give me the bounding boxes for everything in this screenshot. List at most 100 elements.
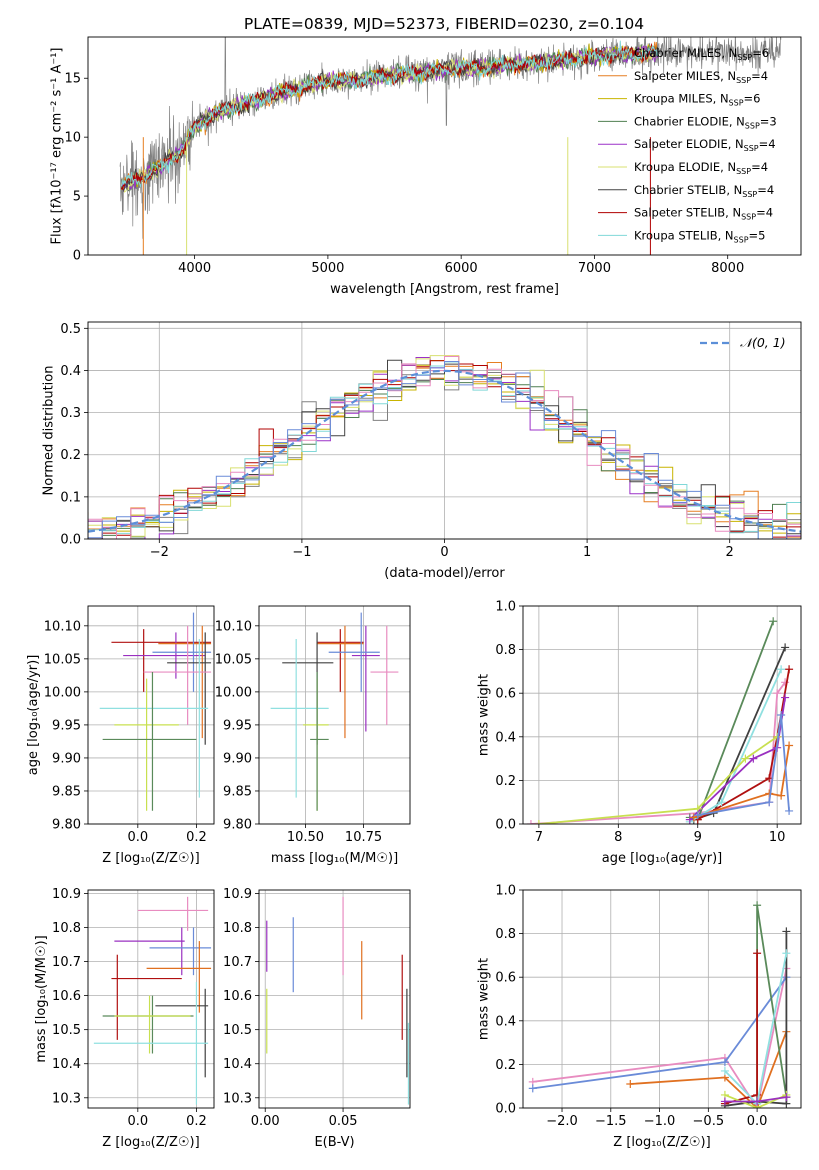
y-axis-label: mass weight [477,674,492,756]
y-tick-label: 10.9 [223,887,252,902]
y-tick-label: 10.8 [52,921,81,936]
legend-entry: Chabrier ELODIE, NSSP=3 [634,114,777,130]
x-tick-label: −2 [150,545,169,560]
y-tick-label: 10.7 [223,955,252,970]
y-tick-label: 9.95 [52,718,81,733]
y-tick-label: 10.3 [223,1091,252,1106]
weight-point-marker [785,806,794,815]
x-axis-label: Z [log₁₀(Z/Z☉)] [613,1135,710,1150]
y-axis-label: age [log₁₀(age/yr)] [26,655,41,776]
x-tick-label: −2.0 [546,1114,578,1129]
y-tick-label: 9.95 [223,718,252,733]
y-tick-label: 10.00 [215,685,252,700]
y-tick-label: 0.1 [60,490,81,505]
legend-entry: Kroupa STELIB, NSSP=5 [634,228,765,244]
legend-suffix: =4 [751,69,768,83]
weight-series-line [697,669,790,821]
weight-point-marker [773,689,782,698]
y-tick-label: 10.5 [52,1023,81,1038]
x-tick-label: 10.50 [287,830,324,845]
x-tick-label: 0.00 [251,1114,280,1129]
y-tick-label: 0.4 [60,364,81,379]
axes-frame [522,889,802,1109]
y-tick-label: 9.85 [52,784,81,799]
weight-point-marker [720,1097,729,1106]
x-axis-label: wavelength [Angstrom, rest frame] [330,282,559,297]
y-tick-label: 10.4 [52,1057,81,1072]
weight-point-marker [693,811,702,820]
weight-point-marker [626,1080,635,1089]
y-tick-label: 5 [73,190,81,205]
x-tick-label: −0.5 [693,1114,725,1129]
x-axis-label: age [log₁₀(age/yr)] [602,851,723,866]
spectrum-model-line [120,42,659,190]
axes-frame [258,605,411,825]
residual-histogram-line [88,361,801,539]
age_vs_Z-chart: 0.0 0.2 9.80 9.85 9.90 9.95 10.00 10.05 10.10 Z [… [26,605,215,866]
legend-entry: Salpeter STELIB, NSSP=4 [634,206,773,222]
x-tick-label: 6000 [445,261,478,276]
weight-point-marker [777,711,786,719]
legend-sub: SSP [734,235,749,244]
legend-sub: SSP [737,53,752,62]
y-tick-label: 0.2 [495,774,516,789]
y-tick-label: 9.85 [223,784,252,799]
legend-entry: Kroupa ELODIE, NSSP=4 [634,160,768,176]
weight_vs_age-chart: 7 8 9 10 0.0 0.2 0.4 0.6 0.8 1.0 age [log₁₀(age/yr… [477,600,802,866]
x-tick-label: 10 [769,830,786,845]
legend-name: Salpeter STELIB, N [634,206,741,220]
y-tick-label: 10.7 [52,955,81,970]
weight-point-marker [785,665,794,674]
y-tick-label: 0.8 [495,927,516,942]
weight-series-line [689,620,775,821]
y-tick-label: 10.10 [44,619,81,634]
residual-histograms [88,355,801,539]
y-axis-label: Flux [fλ10⁻¹⁷ erg cm⁻² s⁻¹ A⁻¹] [49,47,64,244]
legend-suffix: =6 [744,92,761,106]
y-tick-label: 0.0 [60,533,81,548]
y-tick-label: 0 [73,249,81,264]
legend-entry: Salpeter MILES, NSSP=4 [634,69,768,85]
y-tick-label: 10.10 [215,619,252,634]
y-axis-label: mass weight [477,958,492,1040]
legend-name: Chabrier ELODIE, N [634,114,745,128]
weight-series-line [532,968,788,1108]
figure-title: PLATE=0839, MJD=52373, FIBERID=0230, z=0… [244,15,644,33]
legend-name: Kroupa STELIB, N [634,228,734,242]
weight-point-marker [777,791,786,800]
y-tick-label: 0.6 [495,687,516,702]
legend-suffix: =5 [749,228,766,242]
legend-sub: SSP [736,167,751,176]
x-tick-label: 0 [440,545,448,560]
x-tick-label: 0.05 [329,1114,358,1129]
weight-series-line [630,1031,788,1108]
legend-entry: 𝒩(0, 1) [740,335,786,350]
legend-suffix: =4 [757,183,774,197]
spectrum-model-line [120,40,659,188]
axes-frame [87,605,215,825]
legend-sub: SSP [741,213,756,222]
weight-point-marker [720,1066,729,1075]
weight-series-line [689,668,782,823]
legend-sub: SSP [744,144,759,153]
gaussian-curve [88,369,801,533]
weight-point-marker [781,678,790,687]
weight_vs_Z-lines [528,901,791,1108]
legend-name: Chabrier MILES, N [634,46,737,60]
legend-entry: Kroupa MILES, NSSP=6 [634,92,760,108]
x-tick-label: 1 [583,545,591,560]
weight-point-marker [717,798,726,807]
weight-series-line [724,931,788,1107]
y-tick-label: 10.9 [52,887,81,902]
y-tick-label: 0.5 [60,322,81,337]
y-tick-label: 10.4 [223,1057,252,1072]
weight_vs_Z-chart: −2.0 −1.5 −1.0 −0.5 0.0 0.0 0.2 0.4 0.6 0.8 1.0 Z [… [477,884,802,1150]
x-tick-label: 9 [694,830,702,845]
weight-point-marker [720,1058,729,1067]
weight-point-marker [782,927,791,936]
axes-frame [522,605,802,825]
mass_vs_ebv-chart: 0.00 0.05 10.3 10.4 10.5 10.6 10.7 10.8 10.9 E(B-… [223,887,411,1150]
age_vs_mass-points [270,612,399,811]
x-tick-label: −1.0 [644,1114,676,1129]
